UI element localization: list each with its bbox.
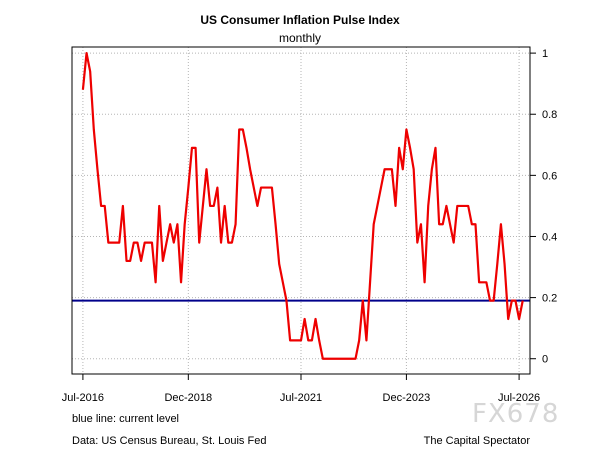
y-tick-label: 1 — [542, 48, 548, 60]
watermark-logo: FX678 — [472, 399, 559, 429]
y-tick-label: 0.4 — [542, 231, 557, 243]
y-axis-ticks: 0 0.2 0.4 0.6 0.8 1 — [530, 48, 557, 366]
x-tick-label: Jul-2026 — [498, 392, 540, 404]
data-source-note: Data: US Census Bureau, St. Louis Fed — [72, 435, 266, 447]
y-tick-label: 0 — [542, 354, 548, 366]
credit-note: The Capital Spectator — [424, 435, 531, 447]
current-level-note: blue line: current level — [72, 413, 179, 425]
chart-subtitle: monthly — [279, 31, 321, 45]
x-tick-label: Dec-2018 — [164, 392, 212, 404]
series-layer — [81, 52, 524, 360]
x-tick-label: Jul-2016 — [62, 392, 104, 404]
grid-lines — [72, 47, 530, 374]
plot-frame — [71, 46, 531, 375]
x-tick-label: Dec-2023 — [383, 392, 431, 404]
index-series-line — [81, 52, 524, 360]
x-tick-label: Jul-2021 — [280, 392, 322, 404]
x-axis-ticks: Jul-2016 Dec-2018 Jul-2021 Dec-2023 Jul-2026 — [62, 374, 540, 404]
y-tick-label: 0.6 — [542, 170, 557, 182]
chart-title: US Consumer Inflation Pulse Index — [200, 13, 400, 27]
y-tick-label: 0.2 — [542, 293, 557, 305]
y-tick-label: 0.8 — [542, 109, 557, 121]
